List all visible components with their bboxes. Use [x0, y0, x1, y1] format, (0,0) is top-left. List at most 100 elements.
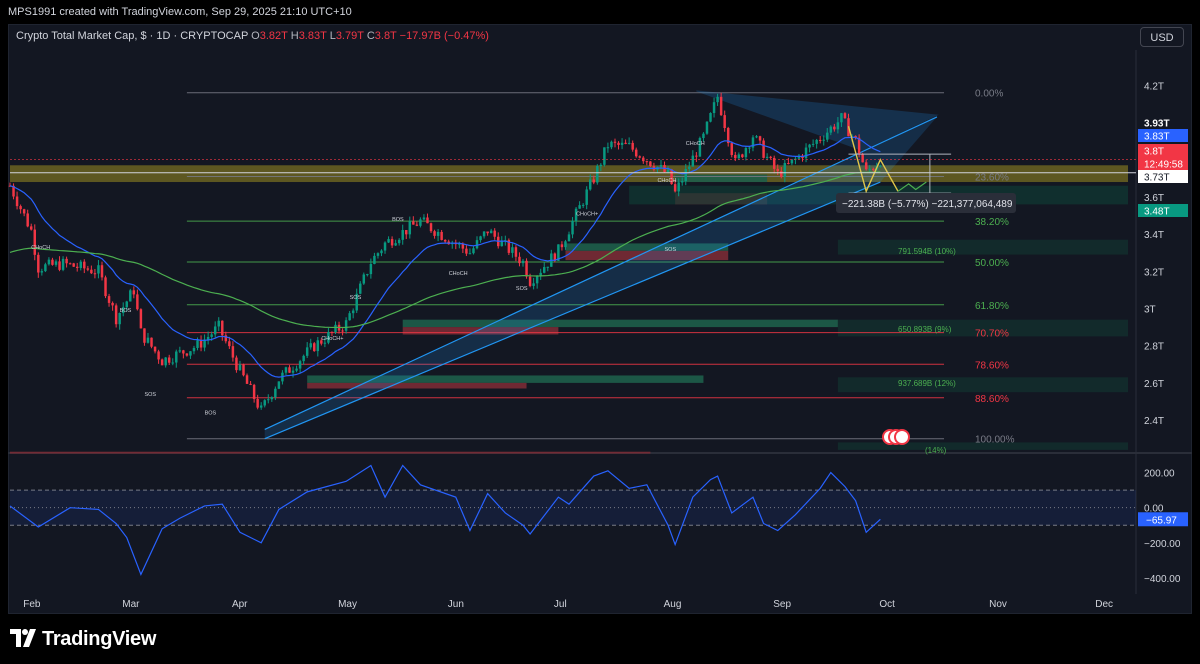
projection-path-green: [897, 181, 927, 192]
candle-up: [500, 240, 504, 247]
candle-up: [302, 355, 305, 362]
candle-up: [716, 96, 719, 103]
candle-up: [422, 217, 426, 220]
zone-label: 937.689B (12%): [898, 379, 956, 388]
candle-down: [649, 161, 652, 167]
structure-label: SOS: [665, 247, 677, 253]
candle-up: [295, 368, 298, 371]
candle-up: [277, 381, 281, 389]
candle-up: [744, 148, 748, 158]
structure-label: CHoCH: [31, 245, 50, 251]
candle-up: [521, 260, 525, 264]
candle-up: [401, 230, 404, 240]
candle-down: [642, 157, 645, 162]
economic-event-icon: [894, 429, 910, 445]
price-axis-tick-label: 3.4T: [1144, 230, 1164, 241]
price-axis-tick-label: 2.6T: [1144, 379, 1164, 390]
chart-frame[interactable]: [8, 24, 1192, 614]
candle-up: [267, 399, 270, 401]
channel-upper-line: [264, 116, 938, 430]
candle-up: [54, 261, 58, 265]
candle-down: [83, 261, 86, 269]
candle-up: [705, 121, 709, 134]
price-axis-tick-label: 3T: [1144, 305, 1156, 316]
candle-up: [351, 310, 355, 314]
candle-up: [748, 147, 751, 149]
brand-name: TradingView: [42, 628, 157, 650]
symbol-name[interactable]: Crypto Total Market Cap, $ · 1D · CRYPTO…: [16, 30, 249, 42]
candle-up: [171, 362, 174, 364]
candle-down: [12, 185, 15, 197]
candle-up: [259, 405, 263, 408]
candle-down: [252, 384, 256, 399]
candle-down: [139, 309, 143, 329]
fib-level-label: 0.00%: [975, 89, 1003, 100]
candle-up: [376, 253, 380, 256]
footer: [0, 614, 1200, 664]
ema-blue-line: [9, 136, 881, 378]
candle-up: [97, 265, 100, 274]
candle-up: [826, 132, 829, 140]
candle-down: [443, 239, 447, 242]
fib-level-label: 50.00%: [975, 258, 1009, 269]
price-label-tag: [1138, 157, 1188, 170]
candle-up: [284, 367, 288, 373]
candle-down: [37, 254, 40, 273]
candle-up: [755, 136, 758, 138]
candle-down: [592, 179, 596, 183]
candle-down: [136, 294, 139, 310]
price-label-tag: [1138, 204, 1188, 217]
oscillator-band: [10, 490, 1136, 526]
candle-down: [153, 346, 157, 352]
structure-label: CHoCH: [686, 141, 705, 147]
tradingview-logo[interactable]: TradingView: [10, 628, 156, 651]
candle-up: [596, 166, 599, 183]
candle-up: [603, 147, 606, 165]
candle-up: [532, 283, 535, 286]
currency-button[interactable]: USD: [1140, 27, 1184, 47]
candle-up: [815, 139, 818, 144]
candle-up: [688, 166, 691, 169]
candle-down: [695, 155, 698, 157]
candle-up: [210, 334, 213, 337]
candle-down: [185, 353, 189, 356]
structure-label: SOS: [350, 295, 362, 301]
demand-zone: [307, 375, 704, 383]
candle-down: [861, 154, 864, 163]
candle-down: [854, 135, 857, 138]
low-label: L: [329, 30, 336, 42]
candle-up: [571, 220, 574, 235]
structure-label: SOS: [516, 286, 528, 292]
candle-up: [712, 102, 716, 114]
supply-zone-bottom: [10, 451, 651, 454]
candle-down: [843, 113, 847, 119]
candle-down: [429, 223, 433, 232]
candle-down: [29, 226, 33, 230]
candles: [8, 92, 882, 410]
header-text: MPS1991 created with TradingView.com, Se…: [8, 6, 352, 18]
candle-down: [528, 276, 532, 286]
zone-extension: [837, 377, 1128, 393]
candle-down: [51, 259, 54, 265]
candle-up: [359, 283, 362, 294]
open-value: 3.82T: [259, 30, 288, 42]
candle-up: [472, 248, 475, 254]
candle-up: [397, 239, 401, 244]
candle-down: [245, 375, 249, 384]
candle-up: [606, 147, 610, 149]
structure-label: SOS: [144, 392, 156, 398]
triangle-wedge: [696, 90, 939, 151]
candle-down: [631, 142, 634, 150]
candle-down: [772, 157, 776, 169]
candle-up: [797, 155, 801, 159]
price-axis-tick-label: 3.6T: [1144, 193, 1164, 204]
candle-down: [673, 184, 677, 192]
candle-up: [369, 263, 373, 275]
cci-line: [9, 464, 881, 576]
candle-down: [341, 330, 344, 332]
candle-up: [373, 255, 376, 264]
candle-down: [22, 209, 26, 214]
candle-up: [129, 290, 132, 302]
candle-down: [157, 351, 160, 360]
